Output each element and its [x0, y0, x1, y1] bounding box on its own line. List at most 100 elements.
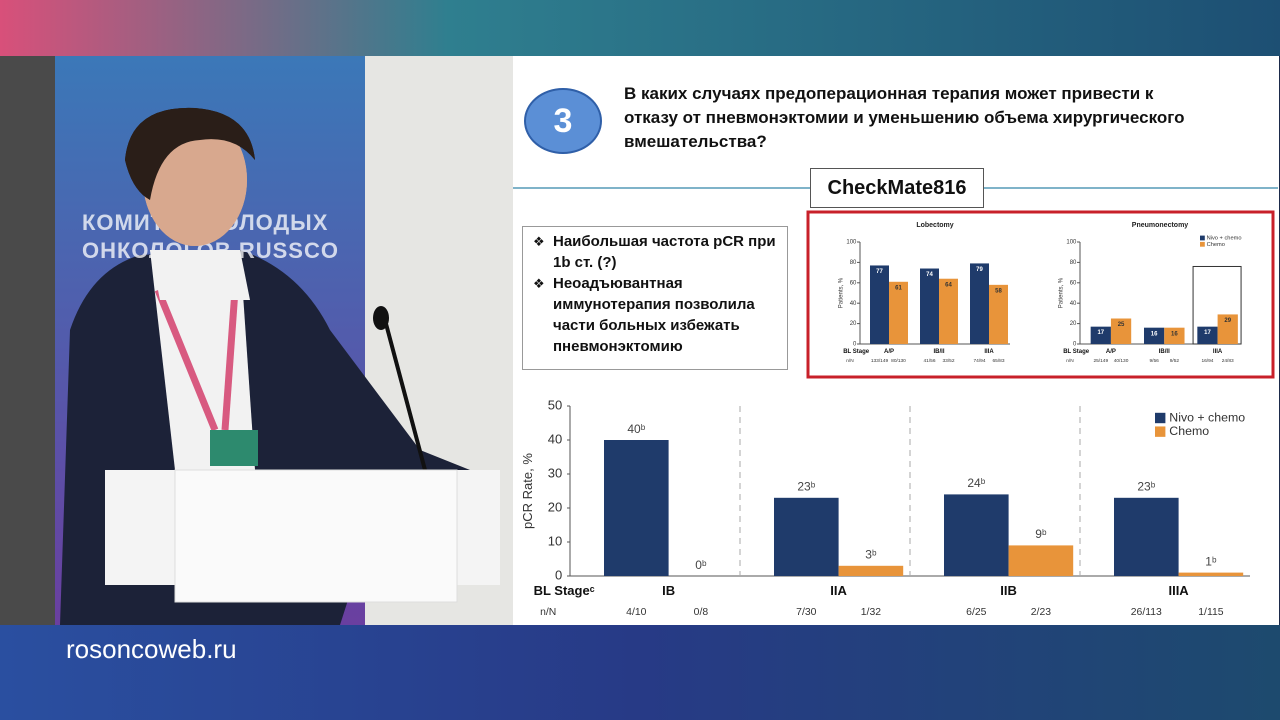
bar	[939, 278, 958, 344]
x-tick-label: IIIA	[1213, 349, 1223, 355]
count: 33/52	[942, 358, 954, 364]
legend-swatch	[1200, 235, 1205, 241]
y-tick-label: 20	[1070, 321, 1077, 327]
bottom-band	[0, 625, 1280, 720]
y-tick-label: 80	[850, 260, 857, 266]
question-line: В каких случаях предоперационная терапия…	[624, 84, 1154, 103]
count: 16/94	[1201, 358, 1213, 364]
y-tick-label: 80	[1070, 260, 1077, 266]
value-label: 17	[1097, 330, 1104, 336]
bar	[838, 565, 904, 576]
x-tick-label: A/P	[884, 349, 894, 355]
y-axis-label: Patients, %	[838, 277, 844, 308]
legend-swatch	[1155, 412, 1166, 424]
bar	[1114, 497, 1179, 576]
count: 0/8	[694, 607, 709, 618]
count: 26/113	[1131, 607, 1162, 618]
y-tick-label: 60	[850, 280, 857, 286]
y-tick-label: 40	[548, 431, 562, 446]
bar	[889, 281, 908, 344]
wall-text: ОНКОЛОГОВ RUSSCO	[82, 238, 339, 263]
x-axis-label: BL Stage	[1063, 349, 1090, 355]
chart-title: Pneumonectomy	[1132, 222, 1189, 229]
count: 9/52	[1170, 358, 1180, 364]
bar	[1110, 318, 1132, 344]
value-label: 9ᵇ	[1035, 527, 1047, 541]
count: 6/25	[966, 607, 986, 618]
value-label: 23ᵇ	[797, 480, 815, 494]
site-url: rosoncoweb.ru	[66, 634, 237, 664]
x-tick-label: IB	[662, 583, 675, 598]
question-line: вмешательства?	[624, 132, 767, 151]
x-tick-label: IB/II	[1159, 349, 1170, 355]
bar	[604, 440, 669, 576]
y-tick-label: 20	[548, 499, 562, 514]
legend-label: Nivo + chemo	[1207, 236, 1242, 242]
count: 41/56	[923, 358, 935, 364]
y-tick-label: 100	[1066, 240, 1077, 246]
microphone-head	[373, 306, 389, 330]
highlight-box	[806, 210, 1275, 379]
value-label: 77	[876, 269, 883, 275]
bar	[1090, 326, 1111, 344]
charts: 0 10 20 30 40 50 pCR Rate, % BL Stageᶜ n/N IB IIA I…	[520, 222, 1250, 618]
bar	[970, 263, 989, 344]
count-label: n/N	[540, 607, 556, 618]
value-label: 16	[1171, 331, 1178, 337]
podium-front	[174, 469, 458, 603]
question: В каких случаях предоперационная терапия…	[624, 82, 1264, 154]
count: 1/32	[861, 607, 881, 618]
value-label: 40ᵇ	[627, 422, 645, 436]
legend-swatch	[1155, 426, 1166, 437]
value-label: 3ᵇ	[865, 548, 877, 562]
value-label: 0ᵇ	[695, 558, 707, 572]
x-tick-label: A/P	[1106, 349, 1116, 355]
value-label: 16	[1151, 331, 1158, 337]
lanyard	[221, 289, 239, 431]
value-label: 61	[895, 285, 902, 291]
x-tick-label: IIIA	[1168, 583, 1189, 598]
y-axis-label: pCR Rate, %	[520, 453, 535, 529]
bullet-box: Наибольшая частота pCR при 1b ст. (?) Не…	[522, 226, 788, 370]
y-tick-label: 20	[850, 321, 857, 327]
bar	[1217, 314, 1238, 344]
bar	[1178, 572, 1244, 576]
y-tick-label: 0	[555, 567, 562, 582]
lanyard	[154, 288, 219, 432]
legend-label: Chemo	[1207, 242, 1225, 248]
chart-title: Lobectomy	[916, 222, 953, 229]
legend-label: Nivo + chemo	[1169, 410, 1245, 424]
bullet: Наибольшая частота pCR при 1b ст. (?)	[533, 231, 777, 273]
badge	[210, 430, 258, 466]
value-label: 79	[976, 267, 983, 273]
y-tick-label: 0	[1073, 342, 1077, 348]
y-tick-label: 50	[548, 397, 562, 412]
count: 9/56	[1149, 358, 1159, 364]
y-tick-label: 100	[846, 240, 857, 246]
count: 2/23	[1031, 607, 1051, 618]
bar	[774, 497, 839, 576]
count: 133/149	[871, 358, 889, 364]
value-label: 64	[945, 282, 952, 288]
bar	[1008, 545, 1074, 576]
y-tick-label: 10	[548, 533, 562, 548]
bar	[870, 265, 889, 344]
wall-text: КОМИТЕТ МОЛОДЫХ	[82, 210, 329, 235]
x-tick-label: IB/II	[933, 349, 944, 355]
count: 80/130	[891, 358, 906, 364]
microphone	[383, 319, 427, 471]
value-label: 58	[995, 288, 1002, 294]
x-tick-label: IIIA	[984, 349, 994, 355]
x-axis-label: BL Stageᶜ	[534, 583, 595, 598]
value-label: 29	[1224, 318, 1231, 324]
bullet: Неоадъювантная иммунотерапия позволила ч…	[533, 273, 777, 357]
x-tick-label: IIA	[830, 583, 847, 598]
y-tick-label: 40	[1070, 301, 1077, 307]
x-tick-label: IIB	[1000, 583, 1017, 598]
y-tick-label: 30	[548, 465, 562, 480]
study-heading: CheckMate816	[810, 168, 984, 208]
y-tick-label: 0	[853, 342, 857, 348]
value-label: 74	[926, 272, 933, 278]
value-label: 24ᵇ	[967, 476, 985, 490]
